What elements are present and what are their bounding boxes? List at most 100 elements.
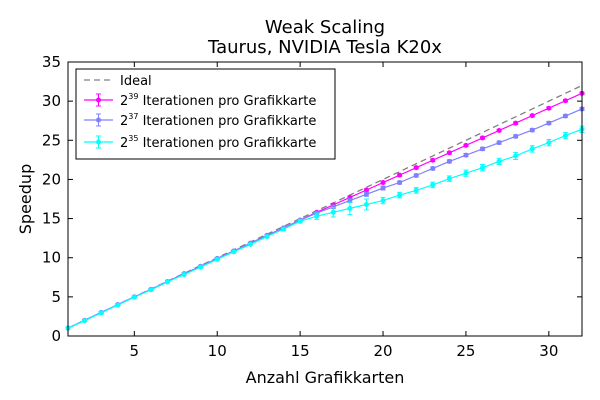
data-point — [314, 213, 320, 219]
plot-area — [65, 84, 585, 331]
data-point — [82, 318, 88, 324]
data-point — [131, 294, 137, 300]
x-tick-label: 30 — [539, 342, 558, 360]
y-tick-label: 20 — [42, 170, 61, 188]
legend-label-exponent: 37 — [128, 112, 138, 121]
data-point — [148, 287, 154, 293]
legend-label: 237 Iterationen pro Grafikkarte — [120, 112, 316, 129]
data-point — [281, 226, 287, 232]
legend-frame — [75, 68, 336, 160]
data-point — [115, 302, 121, 308]
data-point — [430, 165, 436, 171]
data-point — [546, 140, 552, 146]
legend-label-base: 2 — [120, 114, 128, 129]
legend-label-rest: Iterationen pro Grafikkarte — [138, 136, 316, 151]
data-point — [380, 185, 386, 191]
legend-swatch-marker — [96, 97, 101, 103]
data-point — [363, 201, 369, 207]
axis-ticks: 5 10 15 20 25 30 0 5 10 15 20 25 30 35 — [42, 53, 582, 360]
legend-label-base: 2 — [120, 136, 128, 151]
series-line-3 — [67, 128, 583, 329]
legend-label-exponent: 35 — [128, 134, 138, 143]
data-point — [413, 173, 419, 179]
data-point — [430, 182, 436, 188]
data-point — [397, 172, 403, 178]
x-tick-label: 10 — [208, 342, 227, 360]
legend-item-0: Ideal — [84, 74, 152, 89]
data-point — [463, 152, 469, 158]
data-point — [513, 133, 519, 139]
data-point — [496, 128, 502, 133]
data-point — [413, 165, 419, 171]
y-tick-label: 10 — [42, 249, 61, 267]
data-point — [198, 264, 204, 270]
data-point — [496, 158, 502, 164]
data-point — [446, 150, 452, 156]
legend-label-base: 2 — [120, 94, 128, 109]
data-point — [247, 241, 253, 247]
y-tick-label: 35 — [42, 53, 61, 71]
data-point — [529, 127, 535, 133]
legend-label: 239 Iterationen pro Grafikkarte — [120, 92, 316, 109]
data-point — [397, 192, 403, 198]
y-tick-label: 0 — [51, 327, 61, 345]
x-tick-label: 20 — [373, 342, 392, 360]
data-point — [164, 279, 170, 285]
data-point — [446, 176, 452, 182]
legend-item-1: 239 Iterationen pro Grafikkarte — [84, 92, 316, 109]
legend-item-2: 237 Iterationen pro Grafikkarte — [84, 112, 316, 129]
plot-frame — [67, 61, 583, 337]
data-point — [480, 135, 486, 141]
legend-swatch-marker — [96, 139, 101, 145]
data-point — [529, 113, 535, 119]
data-point — [480, 165, 486, 171]
data-point — [513, 153, 519, 159]
data-point — [214, 256, 220, 262]
legend-label-rest: Iterationen pro Grafikkarte — [138, 114, 316, 129]
data-point — [347, 205, 353, 211]
data-point — [546, 105, 552, 111]
data-point — [330, 209, 336, 215]
legend-label: 235 Iterationen pro Grafikkarte — [120, 134, 316, 151]
data-point — [430, 157, 436, 163]
legend-label-rest: Iterationen pro Grafikkarte — [138, 94, 316, 109]
data-point — [463, 170, 469, 176]
legend-item-3: 235 Iterationen pro Grafikkarte — [84, 134, 316, 151]
data-point — [413, 187, 419, 193]
data-point — [380, 180, 386, 186]
data-point — [363, 187, 369, 193]
x-tick-label: 25 — [456, 342, 475, 360]
data-point — [397, 180, 403, 186]
data-point — [98, 310, 104, 316]
series-3 — [65, 125, 585, 331]
data-point — [363, 191, 369, 197]
x-tick-label: 15 — [291, 342, 310, 360]
data-point — [546, 120, 552, 126]
data-point — [231, 249, 237, 255]
y-axis-label: Speedup — [16, 164, 35, 234]
legend-swatch-marker — [96, 117, 101, 123]
legend-label: Ideal — [120, 74, 152, 89]
data-point — [480, 146, 486, 152]
x-axis-label: Anzahl Grafikkarten — [246, 368, 405, 387]
data-point — [562, 133, 568, 139]
data-point — [446, 158, 452, 164]
x-tick-label: 5 — [130, 342, 140, 360]
y-tick-label: 5 — [51, 288, 61, 306]
chart-title: Weak Scaling — [265, 17, 385, 38]
y-tick-label: 25 — [42, 131, 61, 149]
y-tick-label: 30 — [42, 92, 61, 110]
data-point — [562, 98, 568, 104]
data-point — [496, 140, 502, 146]
data-point — [562, 113, 568, 119]
data-point — [297, 218, 303, 224]
data-point — [513, 120, 519, 126]
data-point — [463, 142, 469, 148]
legend-label-exponent: 39 — [128, 92, 138, 101]
chart-subtitle: Taurus, NVIDIA Tesla K20x — [207, 37, 442, 58]
y-tick-label: 15 — [42, 210, 61, 228]
data-point — [264, 234, 270, 240]
data-point — [380, 198, 386, 204]
